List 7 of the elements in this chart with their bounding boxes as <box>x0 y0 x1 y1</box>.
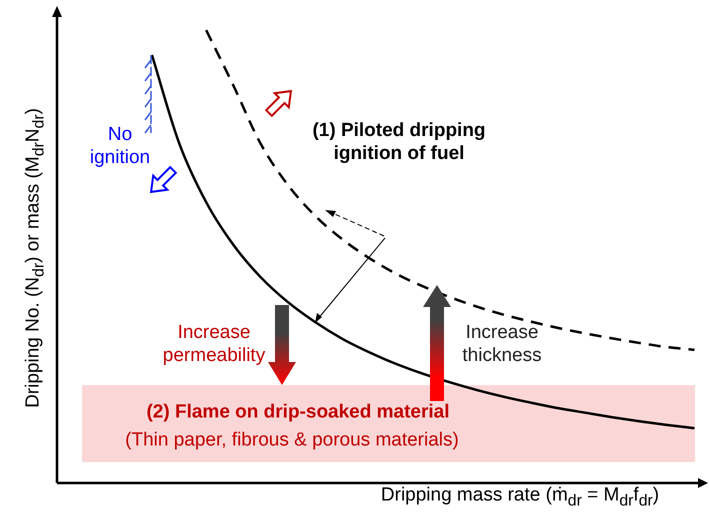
annotation: Increase thickness <box>461 321 543 367</box>
annotation: (1) Piloted dripping ignition of fuel <box>311 119 487 165</box>
x-axis-title: Dripping mass rate (ṁ$_{dr}$ = M$_{dr}$f$_{dr}$) <box>380 484 660 512</box>
annotation: Increase permeability <box>162 321 266 367</box>
annotation: (Thin paper, fibrous & porous materials) <box>125 428 459 452</box>
annotation: No ignition <box>88 123 152 169</box>
band-label: (2) Flame on drip-soaked material <box>146 400 450 424</box>
